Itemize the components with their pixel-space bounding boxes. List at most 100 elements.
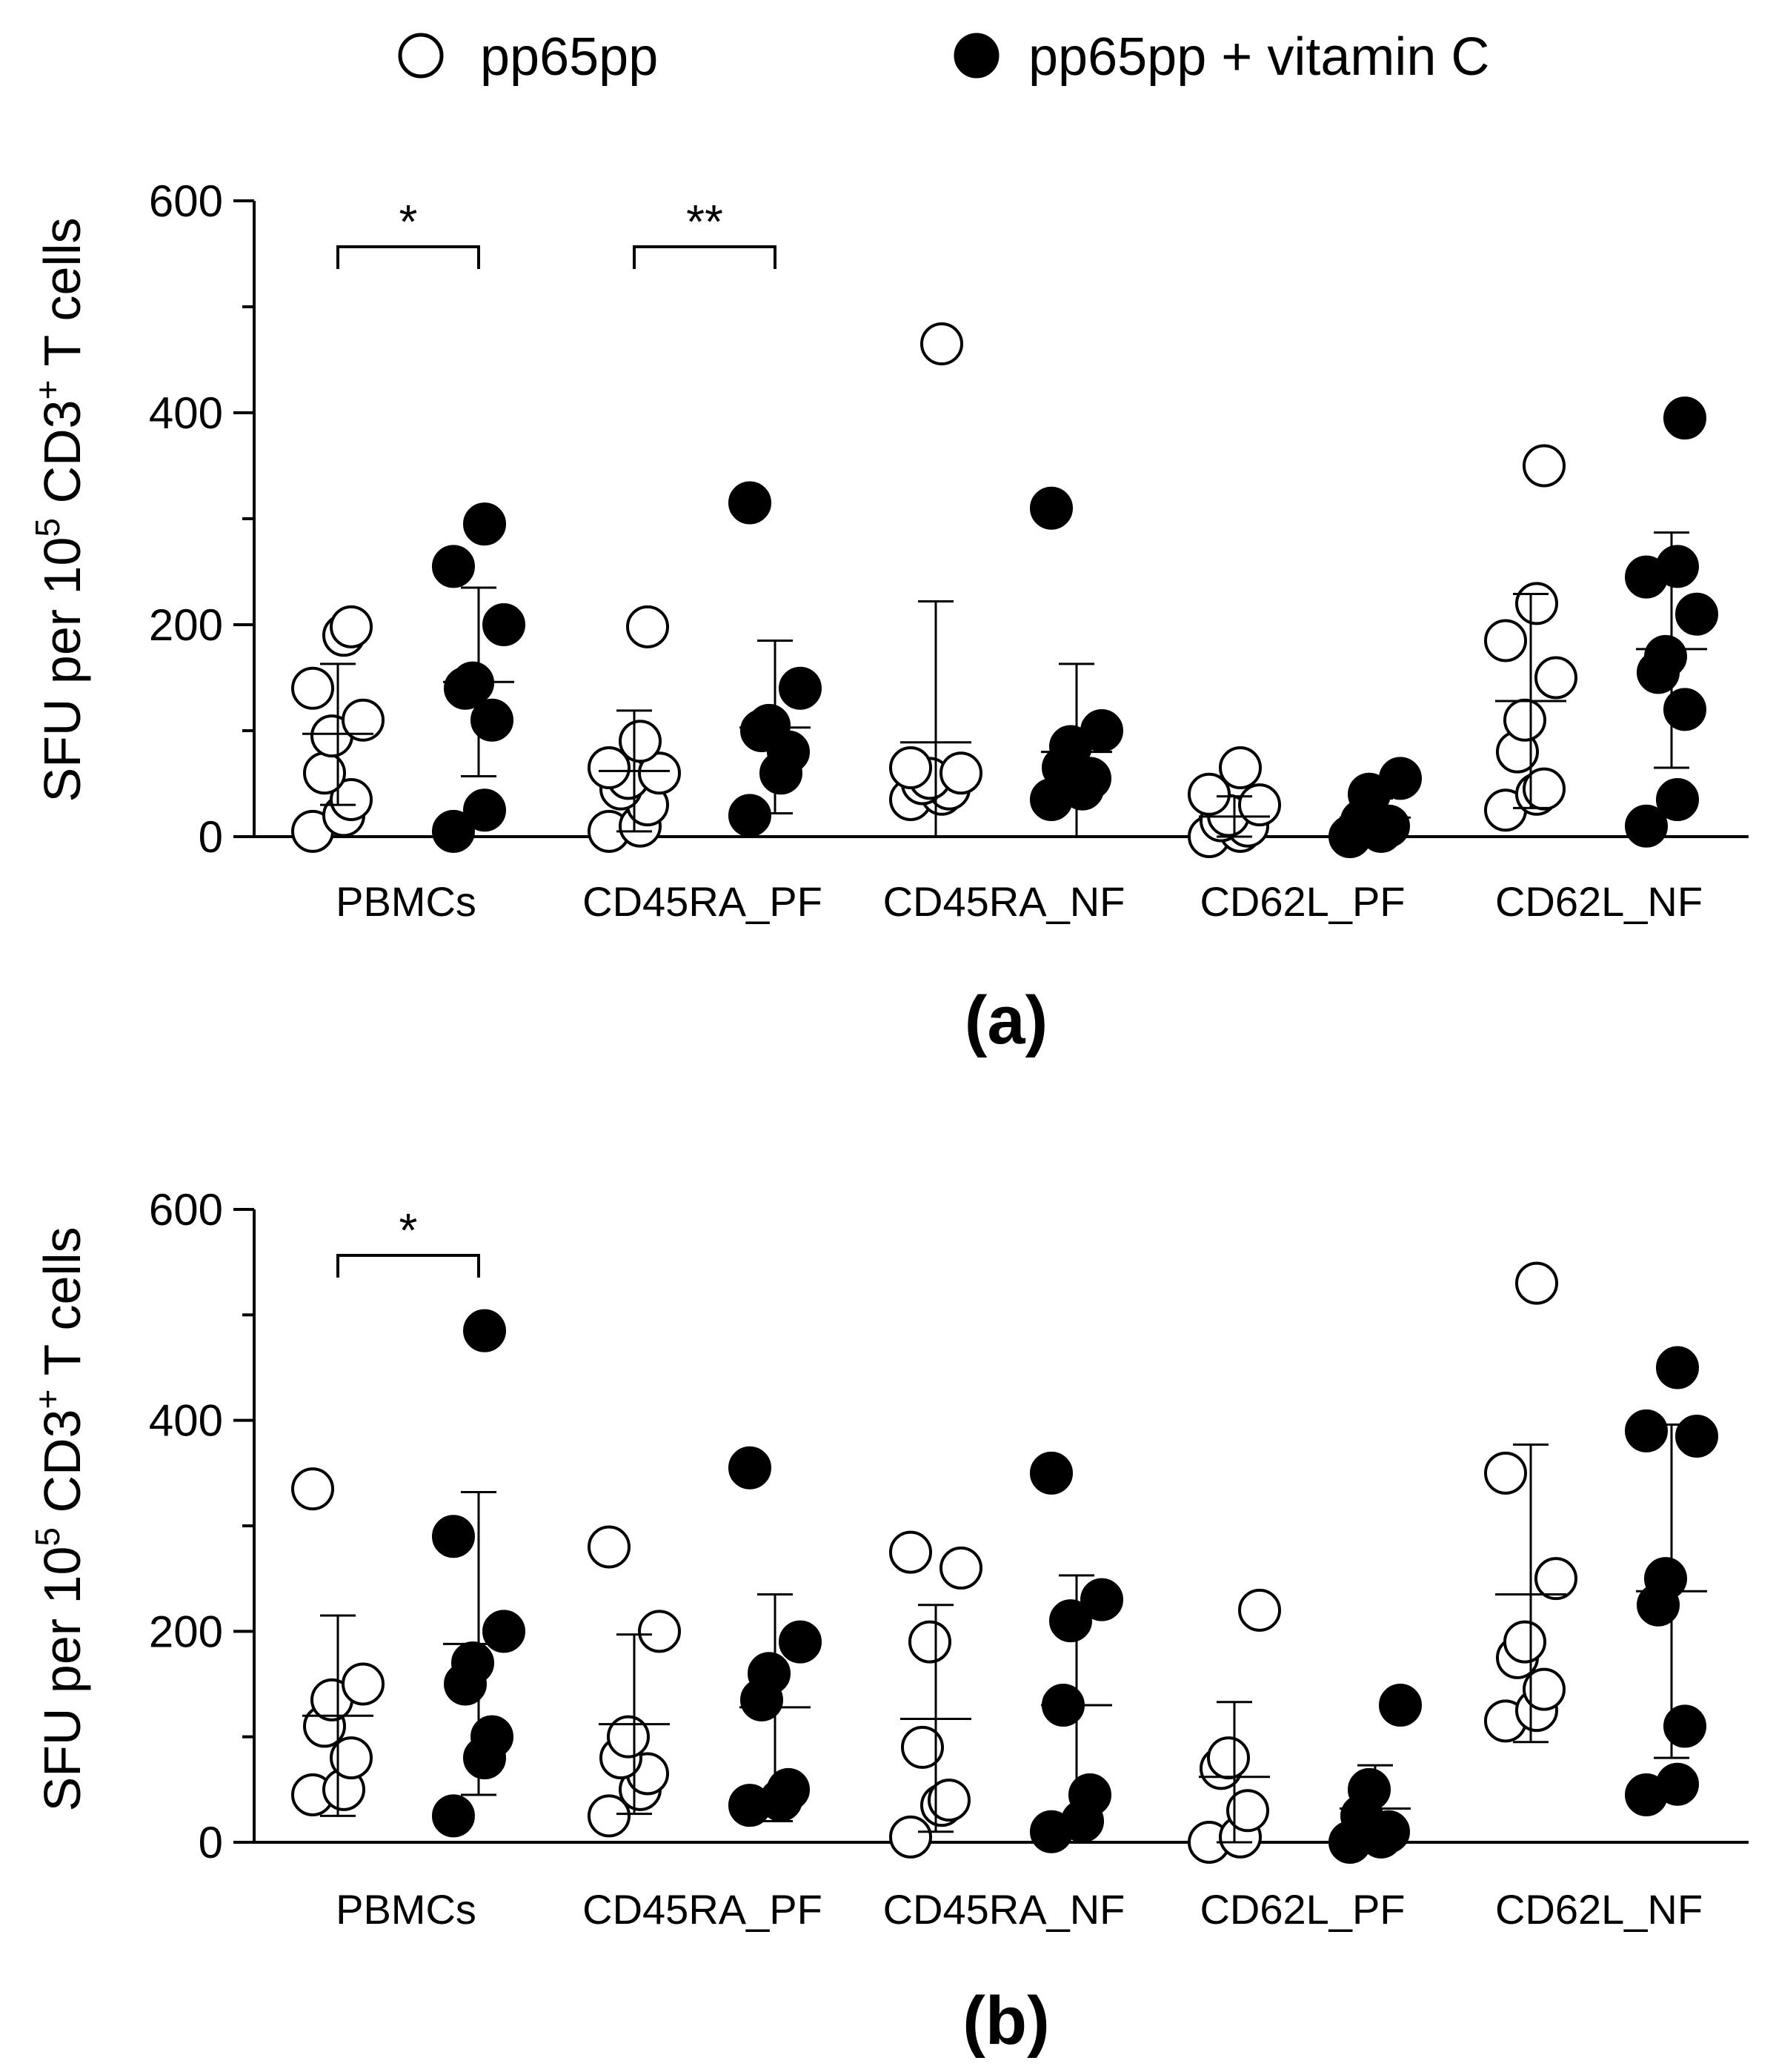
x-category-label: CD62L_NF bbox=[1495, 1886, 1703, 1933]
x-category-label: CD62L_PF bbox=[1200, 1886, 1405, 1933]
open-data-point bbox=[901, 1725, 944, 1769]
vitc-group bbox=[432, 1309, 525, 1838]
filled-data-point bbox=[470, 1715, 513, 1759]
x-category-label: CD45RA_PF bbox=[582, 878, 822, 925]
open-data-point bbox=[1207, 1736, 1250, 1780]
y-tick-label: 400 bbox=[149, 388, 223, 438]
filled-data-point bbox=[1049, 1599, 1092, 1643]
open-data-point bbox=[1484, 619, 1527, 663]
significance-bracket: ** bbox=[633, 195, 776, 269]
x-category-label: PBMCs bbox=[336, 878, 476, 925]
filled-data-point bbox=[779, 1620, 822, 1664]
open-data-point bbox=[342, 1662, 385, 1706]
significance-bracket: * bbox=[336, 1203, 480, 1278]
x-category-label: PBMCs bbox=[336, 1886, 476, 1933]
filled-data-point bbox=[1663, 1704, 1706, 1748]
panel-label: (a) bbox=[965, 983, 1048, 1058]
vitc-group bbox=[1030, 486, 1123, 838]
filled-data-point bbox=[1656, 1346, 1699, 1389]
vitc-group bbox=[728, 1446, 822, 1827]
open-data-point bbox=[1523, 1667, 1566, 1711]
open-data-point bbox=[342, 698, 385, 742]
filled-data-point bbox=[1080, 709, 1123, 752]
panel-a: SFU per 105 CD3+ T cells 0 200 400 600 PBMCs… bbox=[28, 176, 1749, 1058]
open-data-point bbox=[330, 1736, 373, 1780]
filled-data-point bbox=[748, 703, 791, 747]
open-data-point bbox=[1238, 783, 1281, 827]
open-data-point bbox=[928, 1779, 971, 1822]
open-data-point bbox=[330, 777, 373, 821]
open-data-point bbox=[1534, 1557, 1577, 1601]
open-data-point bbox=[939, 751, 982, 795]
open-data-point bbox=[1188, 772, 1231, 816]
pp65pp-group bbox=[588, 1525, 681, 1838]
filled-data-point bbox=[1625, 804, 1668, 848]
legend: pp65pp pp65pp + vitamin C bbox=[398, 27, 1489, 87]
open-data-point bbox=[626, 605, 669, 648]
bracket-line bbox=[633, 245, 776, 269]
open-data-point bbox=[1503, 1620, 1546, 1664]
open-data-point bbox=[939, 1546, 982, 1590]
y-axis-label: SFU per 105 CD3+ T cells bbox=[28, 1226, 91, 1811]
open-data-point bbox=[607, 1715, 650, 1759]
y-tick-label: 0 bbox=[199, 1818, 223, 1867]
vitc-group bbox=[1625, 1346, 1718, 1816]
vitc-group bbox=[1328, 1683, 1422, 1864]
y-tick-label: 200 bbox=[149, 1607, 223, 1656]
x-category-label: CD62L_PF bbox=[1200, 878, 1405, 925]
pp65pp-group bbox=[291, 605, 385, 853]
open-data-point bbox=[1534, 656, 1577, 700]
filled-data-point bbox=[1663, 688, 1706, 731]
open-data-point bbox=[908, 1620, 951, 1664]
pp65pp-group bbox=[889, 1530, 982, 1859]
open-data-point bbox=[889, 1530, 932, 1574]
filled-data-point bbox=[1379, 1683, 1422, 1727]
filled-data-point bbox=[1030, 486, 1073, 530]
filled-data-point bbox=[432, 1515, 475, 1558]
open-data-point bbox=[638, 751, 681, 795]
legend-open-marker bbox=[398, 33, 444, 79]
filled-data-point bbox=[1644, 1557, 1687, 1601]
filled-data-point bbox=[779, 666, 822, 710]
legend-open-label: pp65pp bbox=[480, 27, 658, 87]
open-data-point bbox=[291, 666, 334, 710]
open-data-point bbox=[1503, 698, 1546, 742]
y-tick-label: 0 bbox=[199, 812, 223, 862]
open-data-point bbox=[889, 746, 932, 790]
pp65pp-group bbox=[291, 1467, 385, 1817]
open-data-point bbox=[619, 720, 662, 763]
filled-data-point bbox=[482, 1610, 525, 1653]
filled-data-point bbox=[1656, 1762, 1699, 1806]
x-category-label: CD62L_NF bbox=[1495, 878, 1703, 925]
x-category-label: CD45RA_NF bbox=[883, 878, 1125, 925]
vitc-group bbox=[1625, 396, 1718, 848]
open-data-point bbox=[1219, 746, 1262, 790]
filled-data-point bbox=[1080, 1578, 1123, 1621]
open-data-point bbox=[920, 322, 963, 366]
x-category-label: CD45RA_NF bbox=[883, 1886, 1125, 1933]
open-data-point bbox=[588, 1525, 631, 1569]
pp65pp-group bbox=[1188, 746, 1281, 858]
y-tick-label: 600 bbox=[149, 1185, 223, 1235]
filled-data-point bbox=[451, 1641, 494, 1685]
filled-data-point bbox=[1675, 592, 1718, 636]
filled-data-point bbox=[1068, 1773, 1111, 1816]
filled-data-point bbox=[1644, 634, 1687, 678]
filled-data-point bbox=[432, 1794, 475, 1838]
x-category-label: CD45RA_PF bbox=[582, 1886, 822, 1933]
filled-data-point bbox=[1656, 545, 1699, 588]
open-data-point bbox=[638, 1610, 681, 1653]
open-data-point bbox=[1515, 582, 1558, 625]
open-data-point bbox=[1523, 444, 1566, 488]
open-data-point bbox=[1484, 1451, 1527, 1495]
filled-data-point bbox=[748, 1652, 791, 1696]
filled-data-point bbox=[463, 788, 506, 832]
filled-data-point bbox=[432, 545, 475, 588]
filled-data-point bbox=[432, 809, 475, 853]
vitc-group bbox=[432, 502, 525, 853]
y-tick-label: 400 bbox=[149, 1396, 223, 1446]
filled-data-point bbox=[1663, 396, 1706, 440]
significance-label: * bbox=[399, 195, 418, 248]
open-data-point bbox=[1226, 1789, 1269, 1833]
panel-label: (b) bbox=[962, 1983, 1049, 2059]
